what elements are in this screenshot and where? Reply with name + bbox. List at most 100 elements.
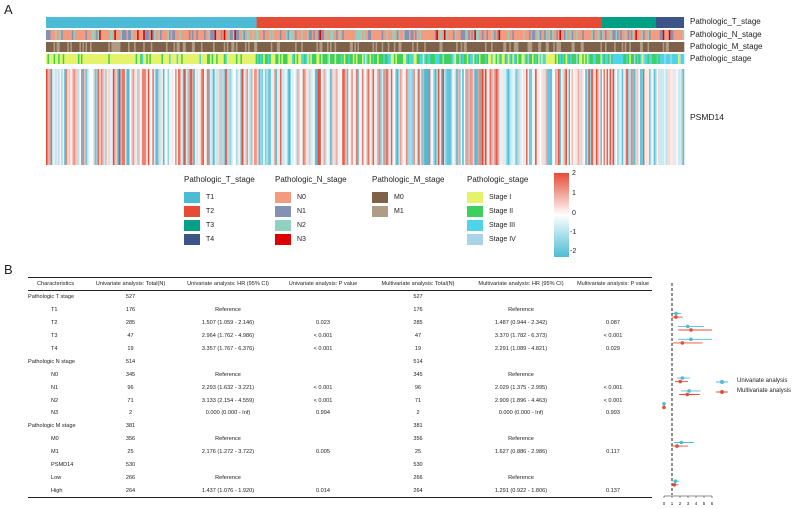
stage-cell bbox=[144, 54, 147, 64]
n-stage-cell bbox=[481, 30, 484, 40]
m-stage-cell bbox=[434, 42, 437, 52]
heatmap-cell bbox=[70, 69, 73, 165]
m-stage-cell bbox=[662, 42, 665, 52]
table-row: N2 71 3.133 (2.154 - 4.559) < 0.001 71 2.909 … bbox=[28, 394, 652, 407]
stage-cell bbox=[410, 54, 413, 64]
heatmap-cell bbox=[83, 69, 86, 165]
stage-cell bbox=[197, 54, 200, 64]
stage-cell bbox=[673, 54, 676, 64]
m-stage-cell bbox=[682, 42, 685, 52]
heatmap-cell bbox=[603, 69, 606, 165]
stage-cell bbox=[380, 54, 383, 64]
n-stage-cell bbox=[529, 30, 531, 40]
n-stage-cell bbox=[597, 30, 600, 40]
m-stage-cell bbox=[61, 42, 64, 52]
heatmap-cell bbox=[307, 69, 310, 165]
m-stage-cell bbox=[211, 42, 214, 52]
stage-cell bbox=[580, 54, 583, 64]
heatmap-cell bbox=[96, 69, 98, 165]
n-stage-cell bbox=[401, 30, 404, 40]
stage-cell bbox=[85, 54, 88, 64]
heatmap-cell bbox=[453, 69, 455, 165]
heatmap-cell bbox=[158, 69, 161, 165]
n-stage-cell bbox=[73, 30, 76, 40]
m-stage-cell bbox=[325, 42, 328, 52]
n-stage-cell bbox=[396, 30, 399, 40]
stage-cell bbox=[258, 54, 261, 64]
heatmap-cell bbox=[611, 69, 613, 165]
m-stage-cell bbox=[82, 42, 85, 52]
heatmap-cell bbox=[595, 69, 598, 165]
m-stage-cell bbox=[547, 42, 550, 52]
heatmap-cell bbox=[279, 69, 282, 165]
m-stage-cell bbox=[460, 42, 463, 52]
m-stage-cell bbox=[617, 42, 619, 52]
m-stage-cell bbox=[495, 42, 498, 52]
m-stage-cell bbox=[182, 42, 185, 52]
stage-cell bbox=[363, 54, 366, 64]
n-stage-cell bbox=[138, 30, 141, 40]
stage-cell bbox=[419, 54, 422, 64]
n-stage-cell bbox=[223, 30, 226, 40]
table-cell-up: 0.994 bbox=[316, 410, 330, 417]
n-stage-cell bbox=[393, 30, 396, 40]
n-stage-cell bbox=[337, 30, 340, 40]
heatmap-cell bbox=[674, 69, 677, 165]
n-stage-cell bbox=[538, 30, 540, 40]
m-stage-cell bbox=[553, 42, 556, 52]
m-stage-cell bbox=[445, 42, 448, 52]
table-cell-mn: 530 bbox=[413, 462, 423, 469]
table-cell-label: N0 bbox=[51, 371, 59, 378]
stage-cell bbox=[74, 54, 77, 64]
stage-cell bbox=[115, 54, 118, 64]
m-stage-cell bbox=[298, 42, 300, 52]
m-stage-cell bbox=[577, 42, 580, 52]
stage-cell bbox=[463, 54, 466, 64]
heatmap-cell bbox=[345, 69, 348, 165]
m-stage-cell bbox=[94, 42, 97, 52]
heatmap-cell bbox=[402, 69, 405, 165]
n-stage-cell bbox=[413, 30, 416, 40]
stage-cell bbox=[96, 54, 98, 64]
stage-cell bbox=[147, 54, 150, 64]
m-stage-cell bbox=[603, 42, 606, 52]
m-stage-cell bbox=[589, 42, 592, 52]
n-stage-cell bbox=[614, 30, 616, 40]
m-stage-cell bbox=[264, 42, 267, 52]
stage-cell bbox=[504, 54, 507, 64]
n-stage-cell bbox=[80, 30, 83, 40]
heatmap-cell bbox=[371, 69, 373, 165]
n-stage-cell bbox=[427, 30, 430, 40]
n-stage-cell bbox=[226, 30, 229, 40]
legend-title-m-stage: Pathologic_M_stage bbox=[372, 175, 445, 184]
stage-cell bbox=[585, 54, 588, 64]
m-stage-cell bbox=[522, 42, 525, 52]
n-stage-cell bbox=[50, 30, 53, 40]
point-multi-T3 bbox=[689, 328, 693, 332]
heatmap-cell bbox=[418, 69, 420, 165]
m-stage-cell bbox=[548, 42, 551, 52]
heatmap-cell bbox=[398, 69, 401, 165]
n-stage-cell bbox=[541, 30, 544, 40]
stage-cell bbox=[612, 54, 615, 64]
n-stage-cell bbox=[349, 30, 352, 40]
n-stage-cell bbox=[240, 30, 243, 40]
stage-cell bbox=[117, 54, 120, 64]
n-stage-cell bbox=[574, 30, 577, 40]
table-cell-label: PSMD14 bbox=[51, 462, 74, 469]
heatmap-cell bbox=[659, 69, 662, 165]
stage-cell bbox=[336, 54, 338, 64]
heatmap-cell bbox=[679, 69, 682, 165]
stage-cell bbox=[118, 54, 121, 64]
heatmap-cell bbox=[106, 69, 109, 165]
legend-item-t2: T2 bbox=[184, 206, 214, 217]
n-stage-cell bbox=[404, 30, 407, 40]
n-stage-cell bbox=[642, 30, 645, 40]
n-stage-cell bbox=[462, 30, 465, 40]
table-cell-label: Pathologic T stage bbox=[28, 294, 75, 301]
table-cell-up: 0.014 bbox=[278, 484, 368, 499]
stage-cell bbox=[374, 54, 376, 64]
heatmap-cell bbox=[311, 69, 314, 165]
heatmap-cell bbox=[124, 69, 127, 165]
stage-cell bbox=[506, 54, 509, 64]
